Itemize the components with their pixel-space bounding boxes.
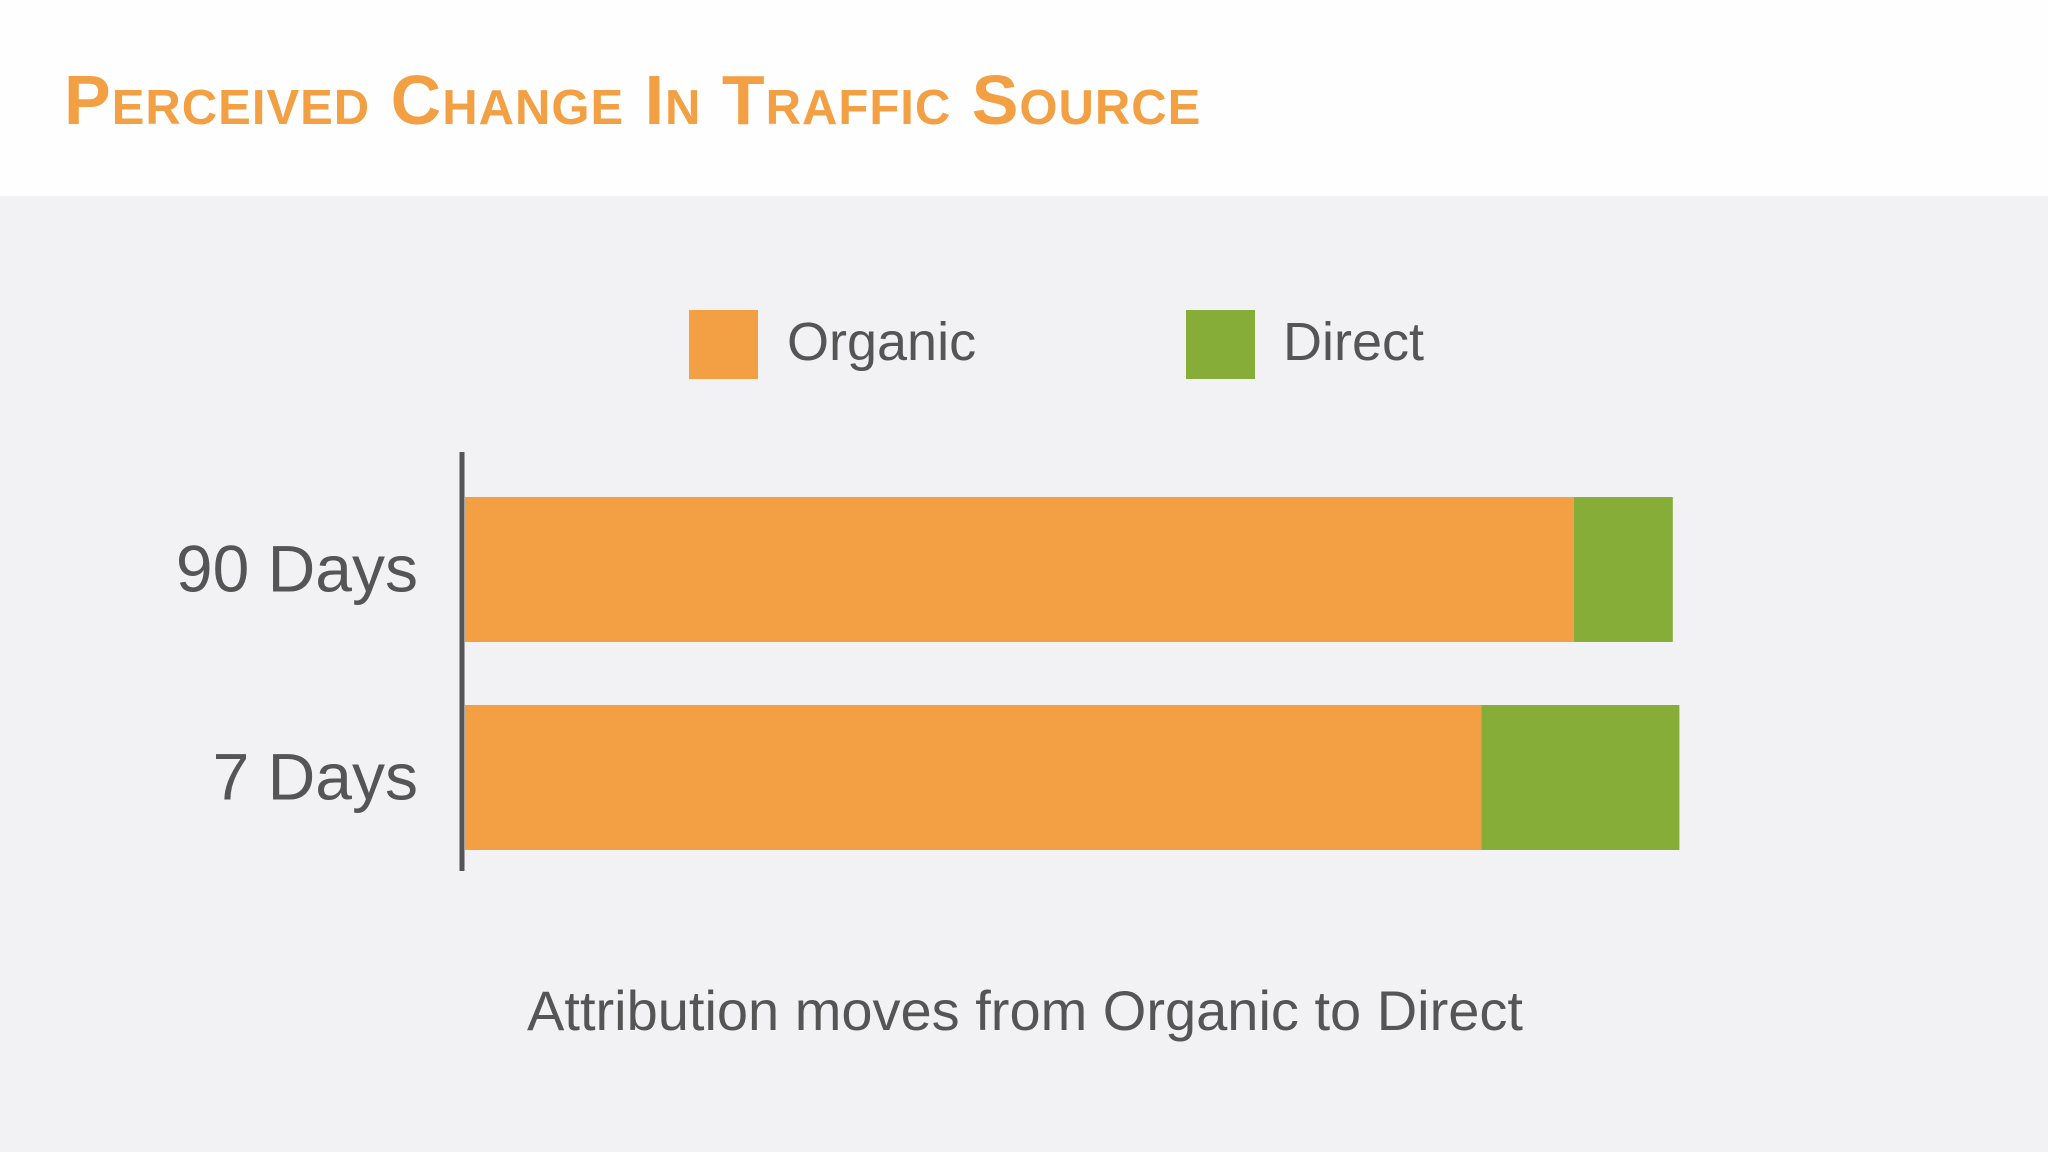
chart-caption: Attribution moves from Organic to Direct — [527, 979, 1523, 1042]
page-title: Perceived Change In Traffic Source — [64, 61, 1202, 139]
legend: Organic Direct — [689, 310, 1424, 379]
legend-label-organic: Organic — [787, 312, 976, 372]
category-labels: 90 Days 7 Days — [176, 532, 418, 814]
bar-direct-90-days — [1573, 497, 1673, 642]
legend-swatch-direct — [1186, 310, 1255, 379]
bar-direct-7-days — [1481, 705, 1680, 850]
bars-group — [465, 497, 1680, 850]
legend-label-direct: Direct — [1283, 312, 1424, 372]
legend-swatch-organic — [689, 310, 758, 379]
category-label-90-days: 90 Days — [176, 532, 418, 606]
header-band — [0, 0, 2048, 196]
bar-organic-90-days — [465, 497, 1574, 642]
bar-organic-7-days — [465, 705, 1482, 850]
category-label-7-days: 7 Days — [213, 740, 418, 814]
